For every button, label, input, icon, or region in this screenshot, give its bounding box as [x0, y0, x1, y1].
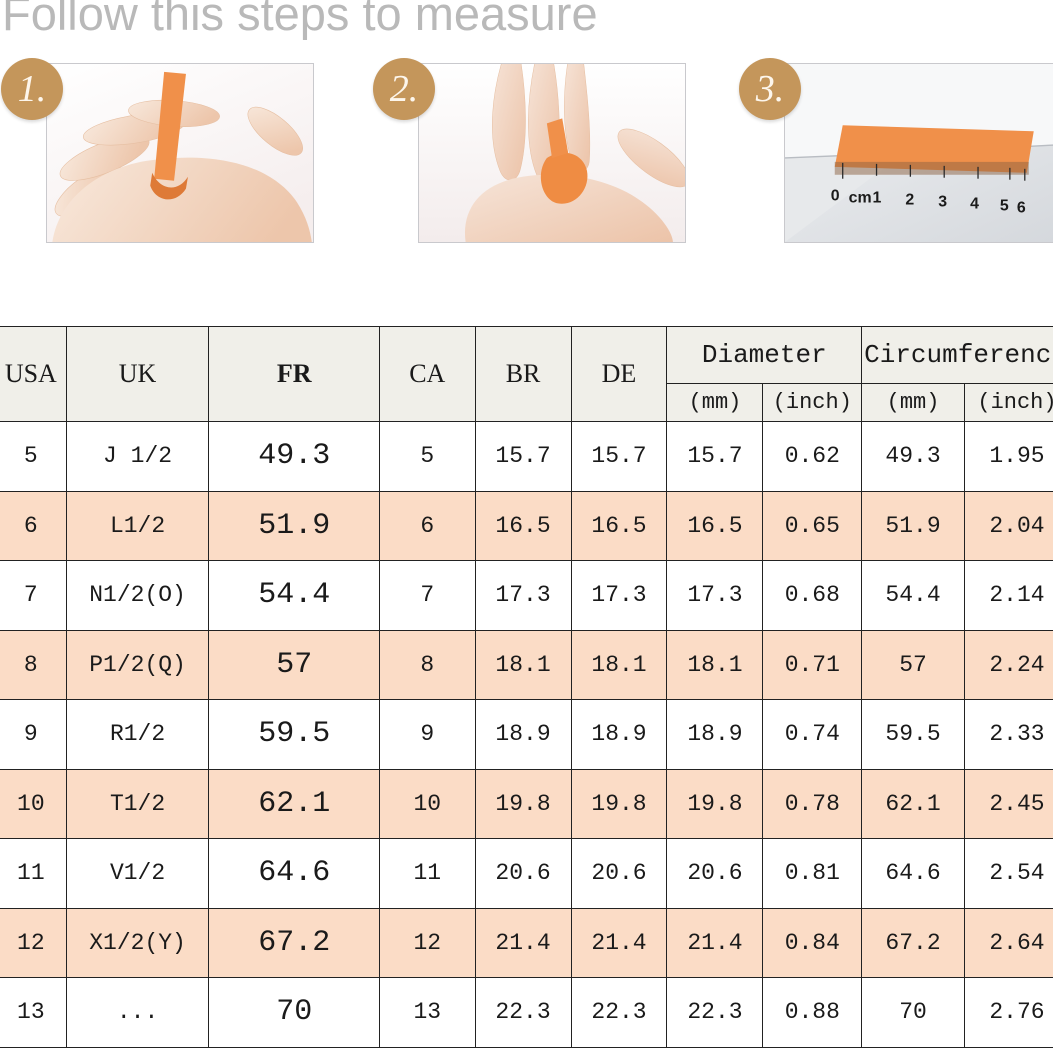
svg-text:cm: cm	[849, 189, 872, 206]
svg-text:3: 3	[938, 193, 947, 210]
svg-text:1: 1	[873, 189, 882, 206]
svg-text:2: 2	[905, 191, 914, 208]
svg-text:0: 0	[831, 188, 840, 205]
svg-text:6: 6	[1017, 199, 1026, 216]
svg-text:4: 4	[970, 195, 979, 212]
svg-text:5: 5	[1000, 197, 1009, 214]
